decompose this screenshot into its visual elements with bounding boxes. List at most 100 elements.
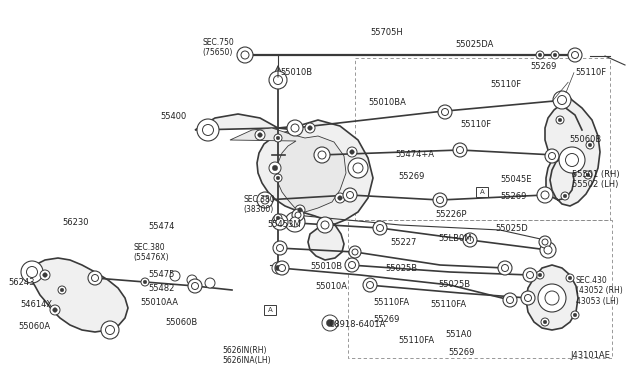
Circle shape: [453, 143, 467, 157]
Circle shape: [349, 246, 361, 258]
Circle shape: [143, 280, 147, 284]
Circle shape: [586, 173, 590, 177]
Text: 55110FA: 55110FA: [373, 298, 409, 307]
Text: 55110F: 55110F: [490, 80, 521, 89]
Circle shape: [258, 133, 262, 137]
Circle shape: [188, 279, 202, 293]
Circle shape: [584, 171, 592, 179]
Circle shape: [295, 212, 301, 218]
Circle shape: [272, 262, 284, 274]
Text: SEC.750
(75650): SEC.750 (75650): [202, 38, 234, 57]
Circle shape: [566, 274, 574, 282]
Circle shape: [538, 53, 542, 57]
Text: 55269: 55269: [398, 172, 424, 181]
Circle shape: [276, 244, 284, 251]
Circle shape: [321, 221, 329, 229]
Text: 55110F: 55110F: [575, 68, 606, 77]
Text: SEC.380
(38300): SEC.380 (38300): [243, 195, 275, 214]
Circle shape: [202, 125, 214, 135]
Text: 55501 (RH)
55502 (LH): 55501 (RH) 55502 (LH): [572, 170, 620, 189]
Circle shape: [538, 284, 566, 312]
Circle shape: [314, 147, 330, 163]
Text: N: N: [328, 321, 332, 326]
Text: 55474+A: 55474+A: [395, 150, 434, 159]
Circle shape: [170, 271, 180, 281]
Circle shape: [40, 270, 50, 280]
Circle shape: [436, 196, 444, 203]
FancyBboxPatch shape: [476, 187, 488, 197]
Circle shape: [573, 313, 577, 317]
Circle shape: [571, 311, 579, 319]
Circle shape: [463, 233, 477, 247]
Circle shape: [292, 209, 304, 221]
Circle shape: [561, 192, 569, 200]
Polygon shape: [545, 92, 600, 206]
Text: 55025DA: 55025DA: [455, 40, 493, 49]
Circle shape: [273, 241, 287, 255]
Circle shape: [538, 273, 542, 277]
Circle shape: [539, 236, 551, 248]
Text: 55025B: 55025B: [385, 264, 417, 273]
Circle shape: [287, 120, 303, 136]
Circle shape: [317, 217, 333, 233]
Circle shape: [92, 275, 99, 282]
Text: 55474: 55474: [148, 222, 174, 231]
Text: 55045E: 55045E: [500, 175, 531, 184]
Circle shape: [551, 51, 559, 59]
Circle shape: [563, 194, 567, 198]
Circle shape: [269, 71, 287, 89]
Circle shape: [506, 296, 513, 304]
Circle shape: [276, 136, 280, 140]
Circle shape: [352, 249, 358, 255]
Circle shape: [347, 147, 357, 157]
Text: 55227: 55227: [390, 238, 417, 247]
Circle shape: [521, 291, 535, 305]
Circle shape: [349, 262, 355, 269]
Circle shape: [503, 293, 517, 307]
Circle shape: [58, 286, 66, 294]
Circle shape: [527, 272, 534, 279]
Circle shape: [101, 321, 119, 339]
Circle shape: [346, 192, 353, 199]
Circle shape: [541, 318, 549, 326]
Text: 55LB0M: 55LB0M: [438, 234, 472, 243]
Circle shape: [373, 221, 387, 235]
Circle shape: [308, 126, 312, 130]
Circle shape: [566, 154, 579, 167]
Circle shape: [542, 239, 548, 245]
Circle shape: [88, 271, 102, 285]
Circle shape: [363, 278, 377, 292]
Circle shape: [276, 216, 280, 220]
Circle shape: [338, 196, 342, 200]
Circle shape: [376, 224, 383, 231]
Circle shape: [467, 237, 474, 244]
Polygon shape: [526, 265, 578, 330]
Circle shape: [568, 48, 582, 62]
Text: 55010A: 55010A: [315, 282, 347, 291]
Text: 55269: 55269: [448, 348, 474, 357]
Circle shape: [537, 187, 553, 203]
Text: 55060A: 55060A: [18, 322, 50, 331]
Circle shape: [456, 147, 463, 154]
Circle shape: [586, 141, 594, 149]
Circle shape: [536, 51, 544, 59]
Text: 55475: 55475: [148, 270, 174, 279]
Circle shape: [257, 192, 273, 208]
Circle shape: [349, 150, 355, 154]
Circle shape: [335, 193, 345, 203]
Circle shape: [326, 320, 333, 327]
Circle shape: [197, 119, 219, 141]
Circle shape: [274, 134, 282, 142]
Circle shape: [269, 162, 281, 174]
Circle shape: [442, 109, 449, 115]
Text: 55025D: 55025D: [495, 224, 528, 233]
Circle shape: [276, 176, 280, 180]
Circle shape: [205, 278, 215, 288]
Circle shape: [274, 174, 282, 182]
FancyBboxPatch shape: [264, 305, 276, 315]
Circle shape: [291, 124, 299, 132]
Circle shape: [322, 315, 338, 331]
Circle shape: [26, 266, 38, 278]
Circle shape: [275, 261, 289, 275]
Circle shape: [525, 295, 531, 301]
